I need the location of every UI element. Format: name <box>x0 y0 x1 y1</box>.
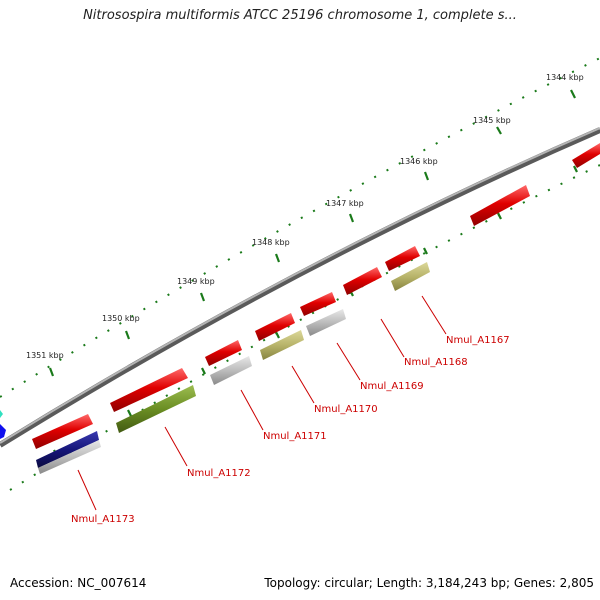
gene-arrow <box>205 340 242 366</box>
gene-label-nmul-a1172[interactable]: Nmul_A1172 <box>187 468 251 479</box>
inner-features[interactable] <box>36 262 430 474</box>
gene-arrow <box>572 143 600 168</box>
feature-gray <box>38 440 101 474</box>
cyan-feature[interactable] <box>0 410 3 418</box>
gene-label-nmul-a1170[interactable]: Nmul_A1170 <box>314 404 378 415</box>
feature-olive-dark <box>116 385 196 433</box>
gene-arrow <box>343 267 382 295</box>
gene-label-nmul-a1171[interactable]: Nmul_A1171 <box>263 431 327 442</box>
scale-label-1351: 1351 kbp <box>26 351 64 360</box>
gene-label-nmul-a1168[interactable]: Nmul_A1168 <box>404 357 468 368</box>
gene-arrow <box>110 368 188 412</box>
scale-label-1349: 1349 kbp <box>177 277 215 286</box>
feature-olive-light <box>260 330 304 360</box>
gene-arrow <box>470 185 530 226</box>
blue-feature[interactable] <box>0 424 6 439</box>
scale-label-1345: 1345 kbp <box>473 116 511 125</box>
scale-label-1350: 1350 kbp <box>102 314 140 323</box>
scale-label-1348: 1348 kbp <box>252 238 290 247</box>
feature-navy <box>36 431 99 468</box>
scale-label-1344: 1344 kbp <box>546 73 584 82</box>
leader-lines <box>77 295 447 511</box>
gene-arrows[interactable] <box>32 143 600 449</box>
scale-label-1347: 1347 kbp <box>326 199 364 208</box>
gene-arrow <box>32 414 93 449</box>
feature-gray <box>210 356 252 385</box>
feature-gray <box>306 309 346 336</box>
gene-arrow <box>385 246 420 271</box>
scale-label-1346: 1346 kbp <box>400 157 438 166</box>
scale-ring <box>0 57 600 398</box>
map-title: Nitrosospira multiformis ATCC 25196 chro… <box>83 8 517 23</box>
gene-arrow <box>255 313 295 341</box>
gene-label-nmul-a1169[interactable]: Nmul_A1169 <box>360 381 424 392</box>
gene-label-nmul-a1173[interactable]: Nmul_A1173 <box>71 514 135 525</box>
summary-text: Topology: circular; Length: 3,184,243 bp… <box>264 576 594 590</box>
chromosome-backbone <box>0 127 600 448</box>
feature-olive-light <box>391 262 430 291</box>
accession-text: Accession: NC_007614 <box>10 576 147 590</box>
gene-arrow <box>300 292 336 316</box>
gene-label-nmul-a1167[interactable]: Nmul_A1167 <box>446 335 510 346</box>
